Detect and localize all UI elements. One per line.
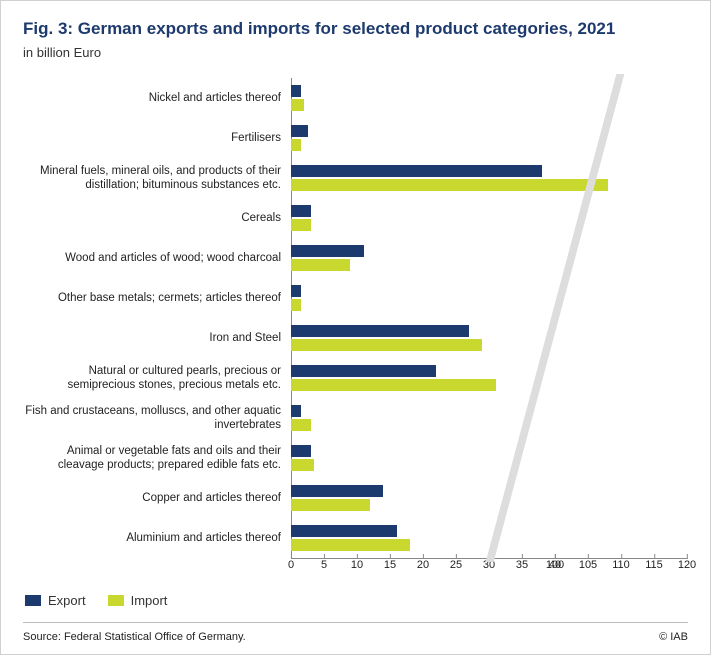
export-bar [291, 245, 364, 257]
bar-row: Fertilisers [23, 118, 688, 158]
bar-row: Wood and articles of wood; wood charcoal [23, 238, 688, 278]
x-axis-ticks: 0510152025303540100105110115120 [291, 559, 687, 587]
category-label: Iron and Steel [23, 331, 291, 345]
export-bar [291, 325, 469, 337]
x-tick: 5 [321, 559, 327, 571]
legend-swatch [108, 595, 124, 606]
legend-label: Import [131, 593, 168, 608]
chart-subtitle: in billion Euro [23, 45, 688, 60]
x-tick: 100 [546, 559, 564, 571]
import-bar [291, 99, 304, 111]
x-tick: 25 [450, 559, 462, 571]
bar-row: Aluminium and articles thereof [23, 518, 688, 558]
export-bar [291, 205, 311, 217]
category-label: Aluminium and articles thereof [23, 531, 291, 545]
export-bar [291, 165, 542, 177]
x-tick: 20 [417, 559, 429, 571]
import-bar [291, 499, 370, 511]
x-tick: 10 [351, 559, 363, 571]
x-tick: 110 [612, 559, 630, 571]
category-label: Natural or cultured pearls, precious or … [23, 364, 291, 393]
category-label: Nickel and articles thereof [23, 91, 291, 105]
category-label: Fertilisers [23, 131, 291, 145]
bars-cell [291, 78, 687, 118]
legend-item-import: Import [108, 593, 168, 608]
bar-row: Fish and crustaceans, molluscs, and othe… [23, 398, 688, 438]
category-label: Other base metals; cermets; articles the… [23, 291, 291, 305]
export-bar [291, 405, 301, 417]
import-bar [291, 419, 311, 431]
bar-row: Nickel and articles thereof [23, 78, 688, 118]
bars-cell [291, 118, 687, 158]
import-bar [291, 539, 410, 551]
footer-rule [23, 622, 688, 623]
x-tick: 35 [516, 559, 528, 571]
bars-cell [291, 398, 687, 438]
import-bar [291, 139, 301, 151]
category-label: Fish and crustaceans, molluscs, and othe… [23, 404, 291, 433]
category-label: Animal or vegetable fats and oils and th… [23, 444, 291, 473]
import-bar [291, 219, 311, 231]
bar-row: Natural or cultured pearls, precious or … [23, 358, 688, 398]
x-tick: 105 [579, 559, 597, 571]
bars-cell [291, 158, 687, 198]
chart-area: Nickel and articles thereof Fertilisers Mi… [23, 78, 688, 587]
export-bar [291, 85, 301, 97]
bar-row: Iron and Steel [23, 318, 688, 358]
bar-row: Animal or vegetable fats and oils and th… [23, 438, 688, 478]
export-bar [291, 285, 301, 297]
footer: Source: Federal Statistical Office of Ge… [23, 631, 688, 643]
bars-cell [291, 238, 687, 278]
source-text: Source: Federal Statistical Office of Ge… [23, 631, 246, 643]
import-bar [291, 459, 314, 471]
category-label: Copper and articles thereof [23, 491, 291, 505]
bar-row: Other base metals; cermets; articles the… [23, 278, 688, 318]
legend: Export Import [25, 593, 688, 608]
export-bar [291, 525, 397, 537]
bars-cell [291, 438, 687, 478]
export-bar [291, 125, 308, 137]
export-bar [291, 485, 383, 497]
legend-label: Export [48, 593, 86, 608]
import-bar [291, 339, 482, 351]
category-label: Cereals [23, 211, 291, 225]
bars-cell [291, 278, 687, 318]
chart-title: Fig. 3: German exports and imports for s… [23, 19, 688, 39]
bar-rows: Nickel and articles thereof Fertilisers Mi… [23, 78, 688, 558]
category-label: Mineral fuels, mineral oils, and product… [23, 164, 291, 193]
x-tick: 120 [678, 559, 696, 571]
import-bar [291, 379, 496, 391]
import-bar [291, 299, 301, 311]
import-bar [291, 259, 350, 271]
x-tick: 0 [288, 559, 294, 571]
bars-cell [291, 358, 687, 398]
legend-swatch [25, 595, 41, 606]
credit-text: © IAB [659, 631, 688, 643]
category-label: Wood and articles of wood; wood charcoal [23, 251, 291, 265]
export-bar [291, 365, 436, 377]
x-tick: 115 [645, 559, 663, 571]
bars-cell [291, 318, 687, 358]
legend-item-export: Export [25, 593, 86, 608]
bar-row: Copper and articles thereof [23, 478, 688, 518]
x-tick: 15 [384, 559, 396, 571]
import-bar [291, 179, 608, 191]
bars-cell [291, 198, 687, 238]
bars-cell [291, 478, 687, 518]
export-bar [291, 445, 311, 457]
